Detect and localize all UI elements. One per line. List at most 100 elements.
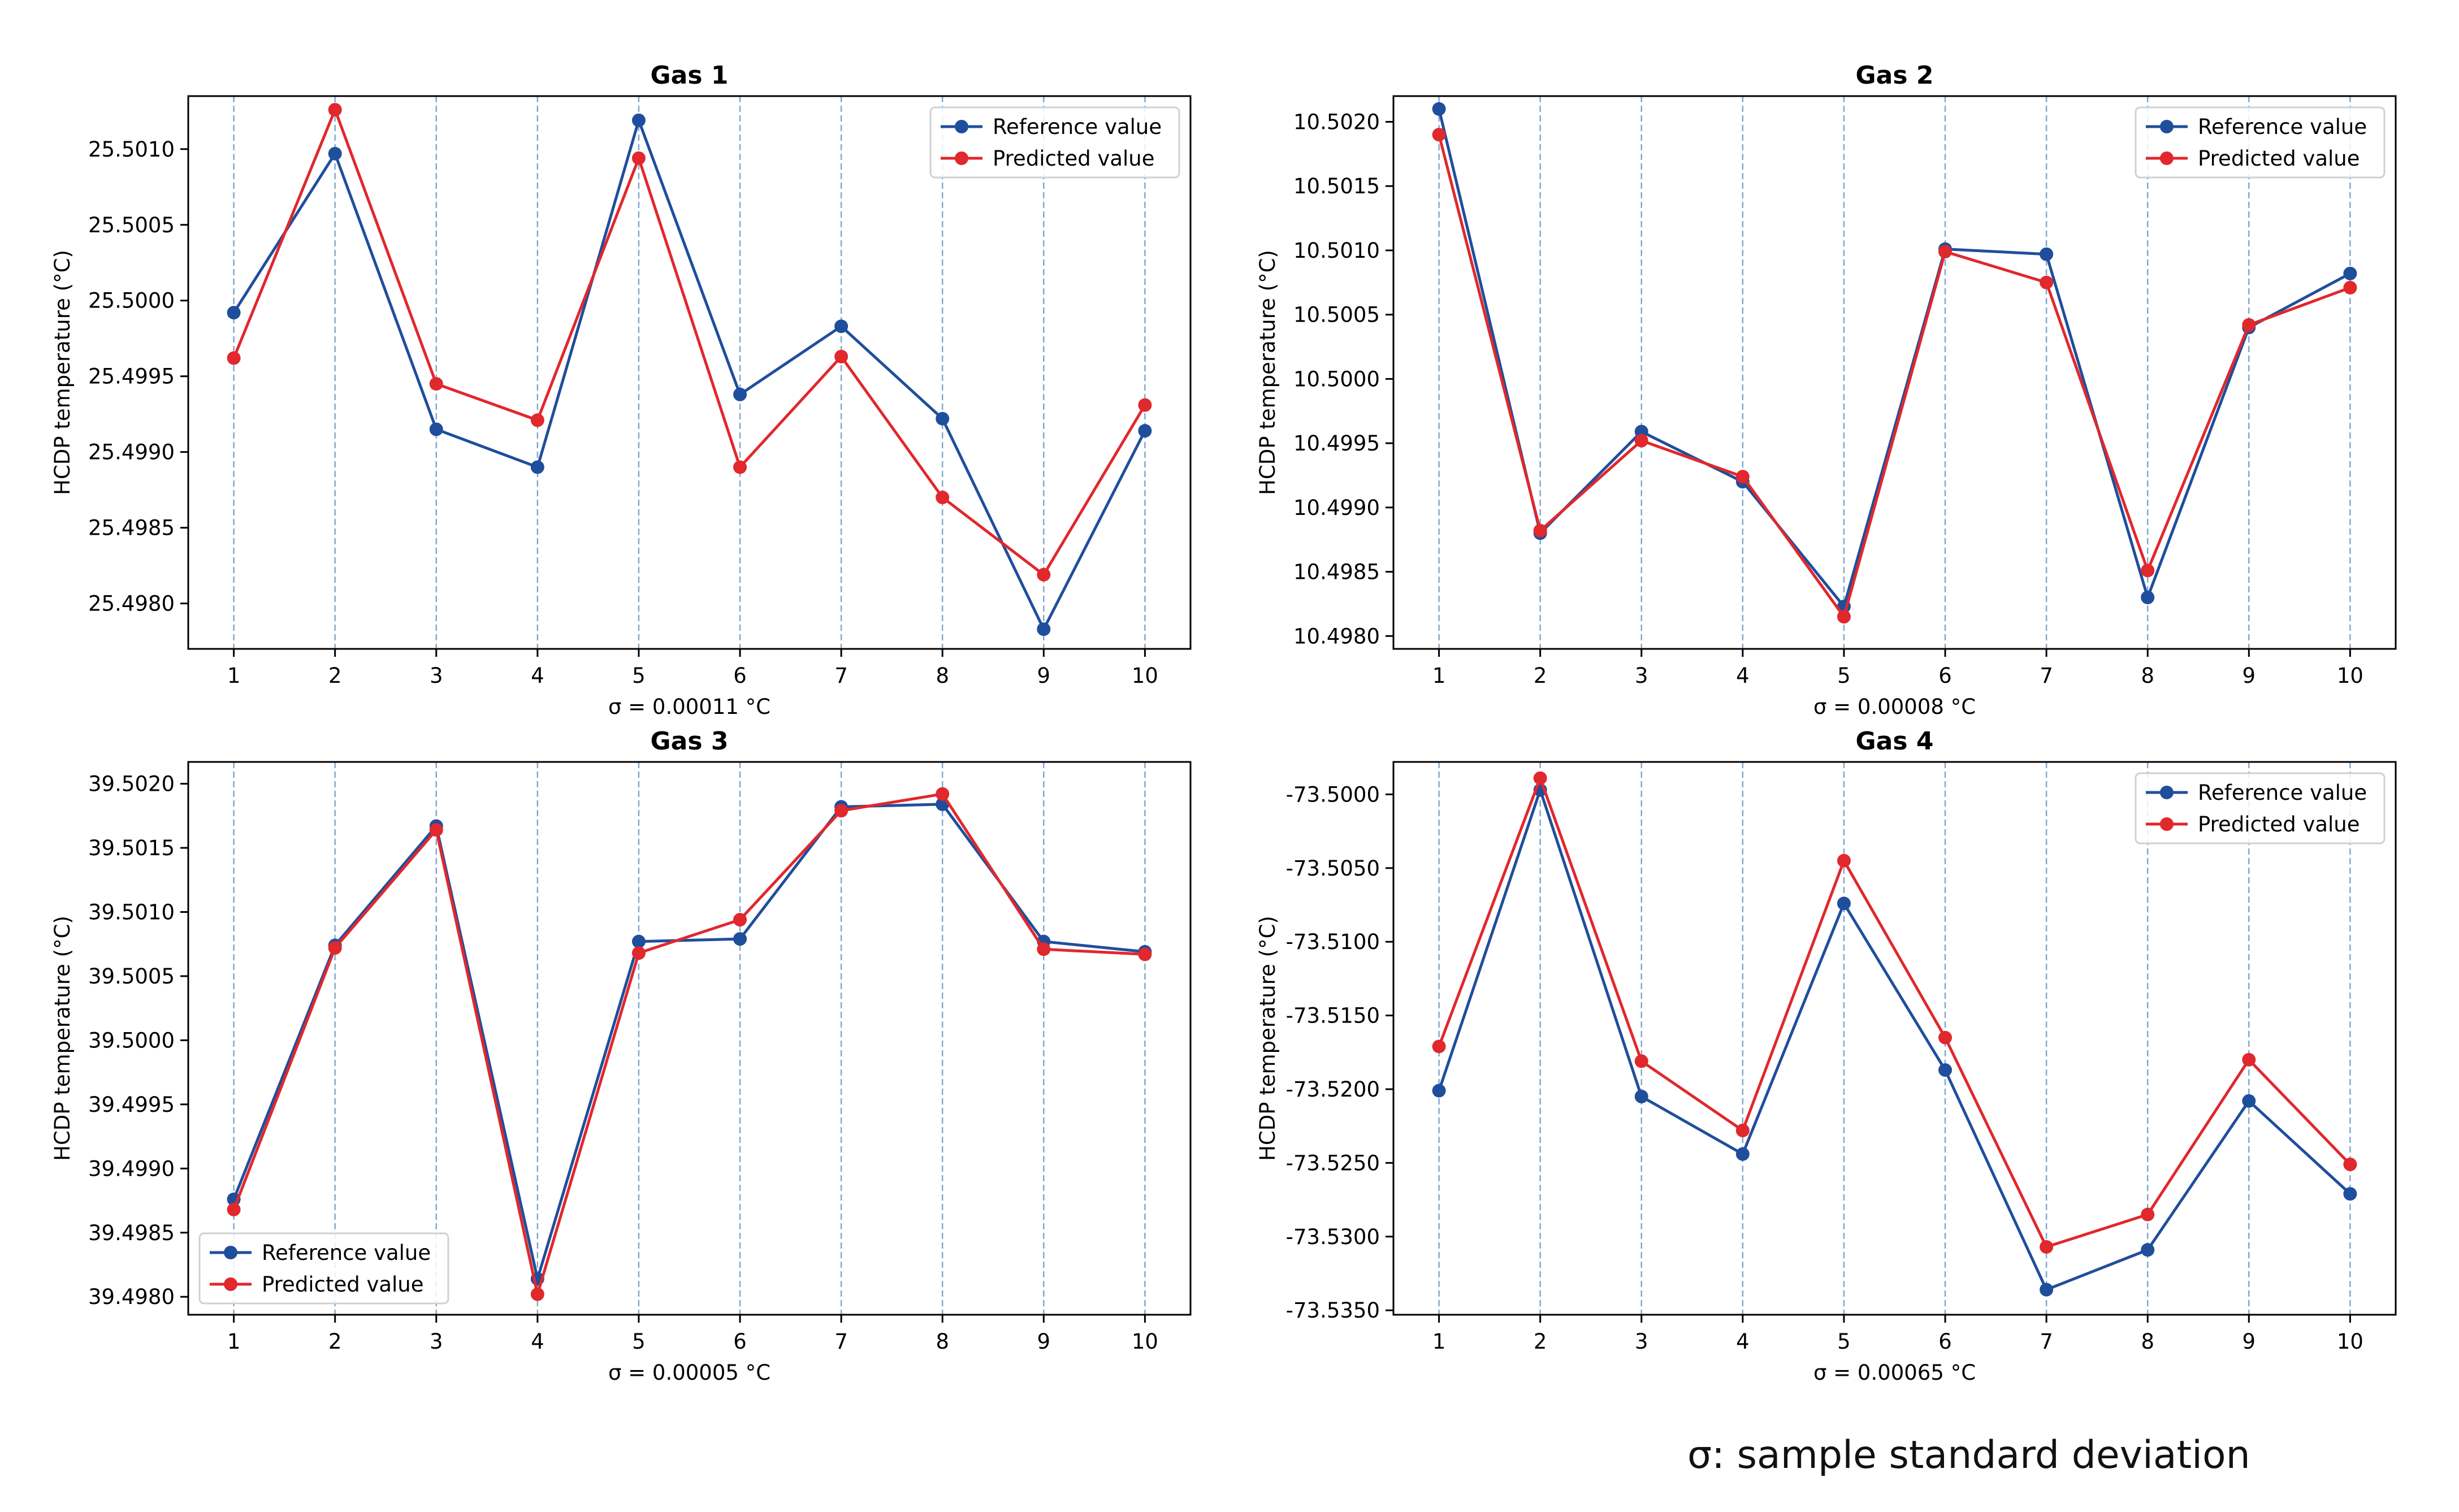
data-point-reference <box>2040 247 2054 261</box>
y-axis-label: HCDP temperature (°C) <box>50 250 75 495</box>
x-tick-label: 1 <box>1432 1329 1446 1354</box>
x-tick-label: 9 <box>2242 1329 2256 1354</box>
legend-swatch-marker <box>955 120 968 133</box>
series-line-reference <box>1438 109 2351 608</box>
data-point-reference <box>328 146 342 161</box>
x-tick-label: 10 <box>1132 1329 1158 1354</box>
legend: Reference value Predicted value <box>2135 772 2386 844</box>
x-tick-label: 3 <box>430 1329 443 1354</box>
series-line-predicted <box>1438 134 2351 618</box>
legend-label: Predicted value <box>2198 146 2360 171</box>
x-tick-label: 3 <box>430 664 443 688</box>
data-point-reference <box>1432 1084 1446 1098</box>
x-tick-label: 8 <box>2141 664 2154 688</box>
series-line-reference <box>1438 789 2352 1292</box>
data-point-predicted <box>227 351 241 365</box>
x-tick-label: 6 <box>1938 664 1952 688</box>
data-point-predicted <box>1837 854 1851 868</box>
legend-swatch-marker <box>2160 120 2174 133</box>
legend-box <box>2135 106 2386 179</box>
legend-label: Predicted value <box>993 146 1155 171</box>
data-point-predicted <box>1138 947 1152 961</box>
data-point-predicted <box>936 491 950 505</box>
y-tick-label: 10.5010 <box>1293 239 1380 263</box>
x-tick-label: 4 <box>1736 664 1750 688</box>
data-point-reference <box>227 306 241 320</box>
x-tick-label: 5 <box>1837 664 1851 688</box>
series-line-reference <box>232 119 1146 631</box>
legend-swatch-marker <box>2160 786 2174 799</box>
data-point-predicted <box>834 804 848 818</box>
data-point-predicted <box>328 103 342 117</box>
subplot-2: 1 2 3 4 5 6 7 8 9 10 10.4980 10.4985 10.4990 10.4995 1… <box>1256 61 2397 719</box>
y-tick-label: 39.5020 <box>88 772 175 796</box>
y-tick-label: 10.4990 <box>1293 496 1380 520</box>
data-point-predicted <box>1735 1124 1750 1137</box>
y-tick-label: 25.5010 <box>88 137 175 162</box>
x-tick-label: 7 <box>2040 664 2053 688</box>
x-tick-label: 5 <box>632 1329 646 1354</box>
data-point-predicted <box>1533 523 1547 538</box>
legend: Reference value Predicted value <box>2135 106 2386 179</box>
data-point-predicted <box>1037 567 1051 582</box>
x-tick-label: 7 <box>834 1329 848 1354</box>
x-axis-label: σ = 0.00011 °C <box>608 695 770 719</box>
data-point-reference <box>631 934 646 948</box>
y-tick-label: -73.5250 <box>1286 1151 1380 1175</box>
data-point-predicted <box>1938 245 1953 259</box>
data-point-reference <box>530 460 544 474</box>
legend-label: Reference value <box>2198 781 2367 805</box>
subplot-3: 1 2 3 4 5 6 7 8 9 10 39.4980 39.4985 39.4990 39.4995 3… <box>50 727 1192 1385</box>
data-point-predicted <box>2141 1207 2155 1221</box>
y-tick-label: 25.4990 <box>88 440 175 465</box>
x-tick-label: 9 <box>1037 664 1051 688</box>
data-point-reference <box>936 411 950 426</box>
y-tick-label: -73.5200 <box>1286 1077 1380 1102</box>
data-point-reference <box>2141 1243 2155 1257</box>
data-point-predicted <box>530 1287 544 1301</box>
data-point-predicted <box>1432 1039 1446 1054</box>
data-point-predicted <box>2040 275 2054 289</box>
x-tick-label: 10 <box>1132 664 1158 688</box>
x-axis-label: σ = 0.00005 °C <box>608 1361 770 1385</box>
data-point-predicted <box>936 787 950 801</box>
y-axis-label: HCDP temperature (°C) <box>50 916 75 1161</box>
y-tick-label: 39.5010 <box>88 900 175 924</box>
y-tick-label: 39.5015 <box>88 836 175 860</box>
data-point-reference <box>834 319 848 333</box>
x-tick-label: 2 <box>1534 664 1547 688</box>
x-tick-label: 6 <box>1938 1329 1952 1354</box>
data-point-predicted <box>1533 771 1547 785</box>
data-point-predicted <box>2242 318 2256 332</box>
y-tick-label: -73.5150 <box>1286 1004 1380 1028</box>
axes-frame <box>1392 95 2397 650</box>
y-tick-label: 10.5020 <box>1293 110 1380 134</box>
x-tick-label: 4 <box>531 664 544 688</box>
x-tick-label: 4 <box>531 1329 544 1354</box>
y-tick-label: -73.5100 <box>1286 930 1380 954</box>
data-point-predicted <box>2343 1157 2357 1171</box>
y-tick-label: 39.4995 <box>88 1093 175 1117</box>
data-point-predicted <box>530 413 544 427</box>
axes-frame <box>187 95 1192 650</box>
data-point-predicted <box>429 377 443 391</box>
data-point-predicted <box>2242 1052 2256 1067</box>
data-point-reference <box>733 932 747 946</box>
series-line-reference <box>232 803 1145 1280</box>
data-point-predicted <box>1837 610 1851 624</box>
y-tick-label: 39.4980 <box>88 1285 175 1309</box>
data-point-predicted <box>328 941 342 955</box>
legend-label: Reference value <box>993 115 1162 139</box>
y-tick-label: 39.4985 <box>88 1221 175 1245</box>
legend-swatch-marker <box>224 1246 237 1259</box>
data-point-predicted <box>429 823 443 837</box>
data-point-reference <box>631 113 646 127</box>
x-tick-label: 5 <box>1837 1329 1851 1354</box>
legend-box <box>929 106 1180 179</box>
y-tick-label: 39.5000 <box>88 1028 175 1052</box>
chart-title: Gas 4 <box>1856 727 1934 756</box>
legend-swatch-marker <box>2160 151 2174 165</box>
data-point-reference <box>2343 266 2357 280</box>
x-tick-label: 10 <box>2337 1329 2363 1354</box>
